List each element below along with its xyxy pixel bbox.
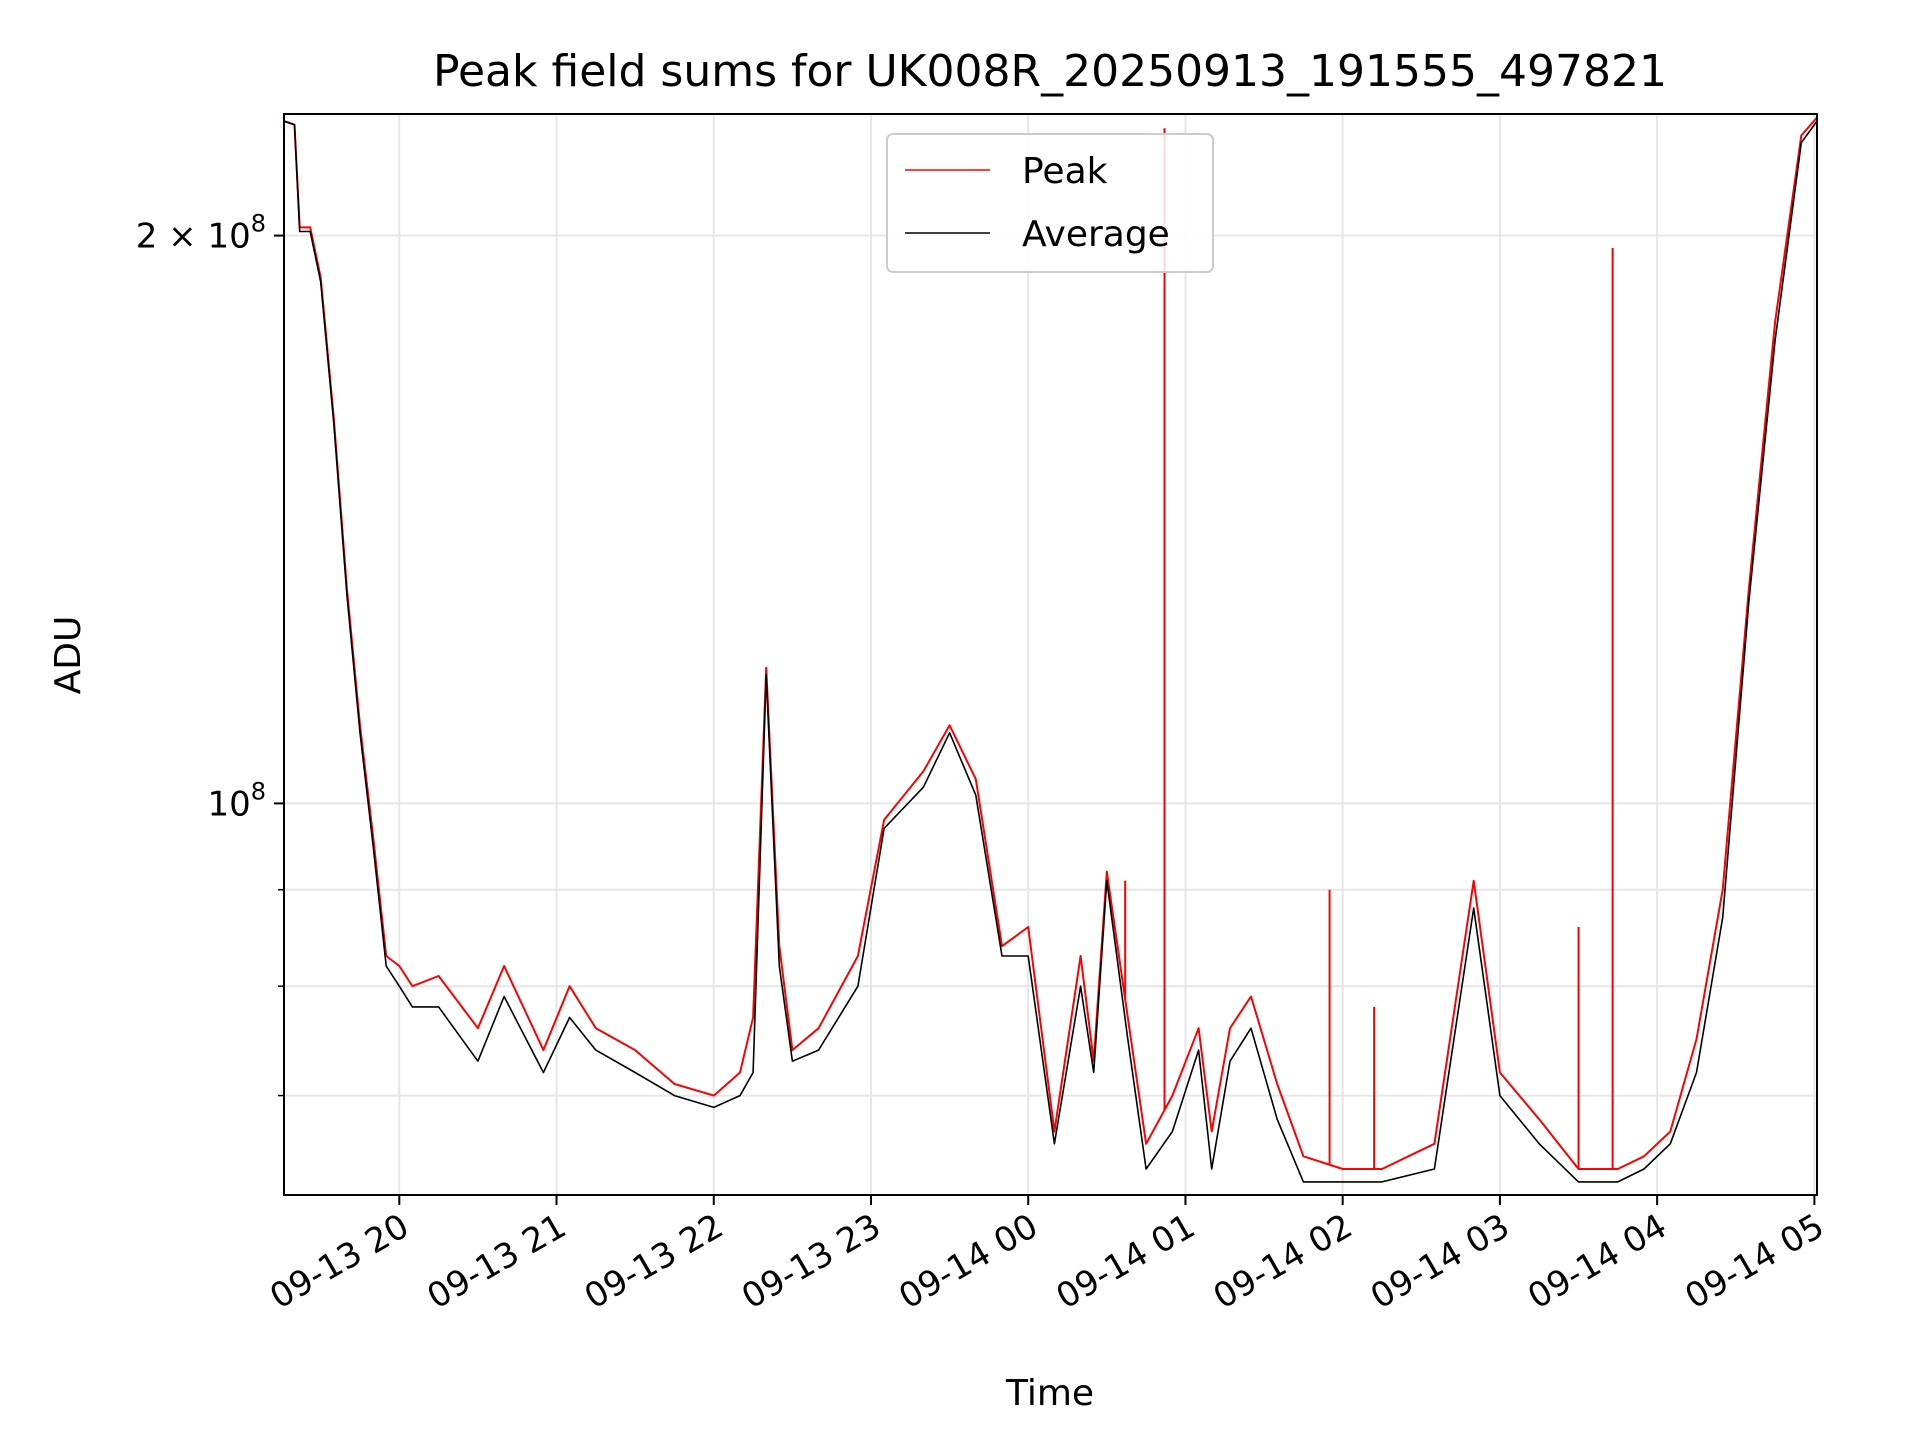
grid-lines xyxy=(284,114,1817,1195)
y-axis-label: ADU xyxy=(48,616,89,695)
y-tick-label-exponent: 8 xyxy=(251,210,266,238)
chart-title: Peak field sums for UK008R_20250913_1915… xyxy=(433,46,1667,97)
series-line-average xyxy=(284,120,1817,1183)
spike-lines xyxy=(1124,128,1614,1169)
y-tick-label: 108 xyxy=(207,777,266,824)
y-tick-label-exponent: 8 xyxy=(251,777,266,805)
plot-area-frame xyxy=(283,113,1818,1196)
legend-label-average: Average xyxy=(1022,214,1170,255)
series-line-peak xyxy=(284,116,1817,1170)
y-tick-label-base: 10 xyxy=(207,784,250,824)
x-axis-label: Time xyxy=(1005,1373,1094,1414)
legend-label-peak: Peak xyxy=(1022,151,1108,192)
legend: Peak Average xyxy=(886,133,1214,273)
y-tick-label: 2 × 108 xyxy=(136,210,266,257)
legend-box xyxy=(886,133,1214,273)
y-tick-label-base: 2 × 10 xyxy=(136,217,251,257)
series-lines xyxy=(284,116,1817,1183)
